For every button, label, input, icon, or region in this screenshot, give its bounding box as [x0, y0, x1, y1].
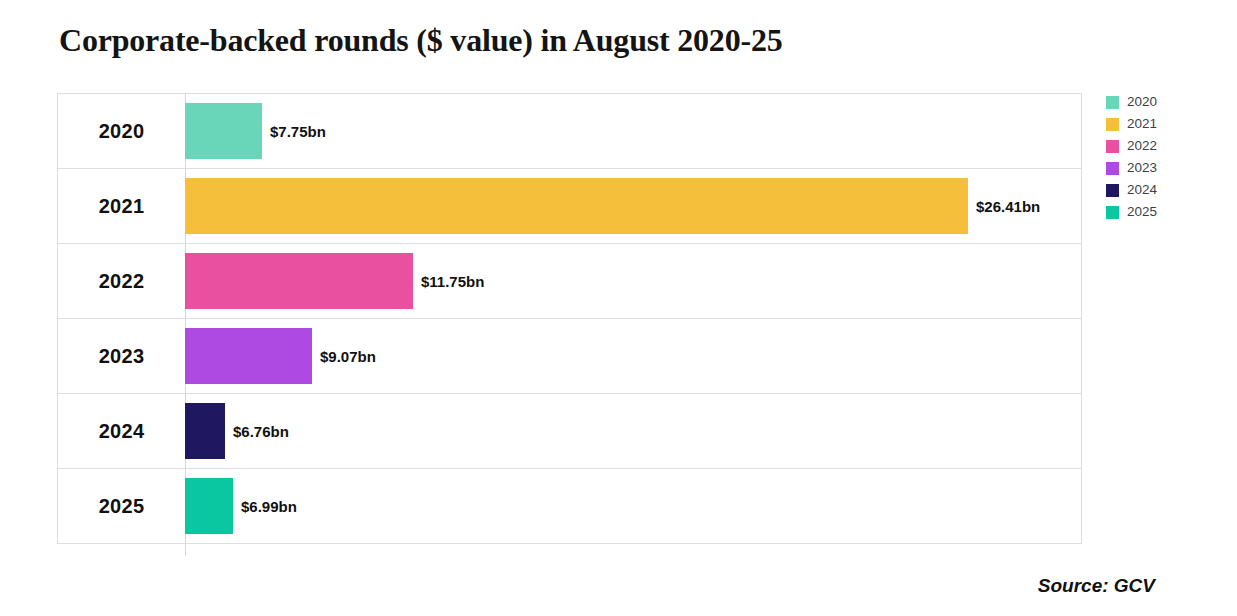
category-label: 2022: [58, 244, 185, 318]
bar-zone: $6.99bn: [185, 469, 1081, 543]
value-label: $6.99bn: [241, 498, 297, 515]
category-label: 2021: [58, 169, 185, 243]
legend-item-2021: 2021: [1106, 117, 1157, 131]
bar-zone: $9.07bn: [185, 319, 1081, 393]
plot-area: 2020 $7.75bn 2021 $26.41bn 2022 $11.75bn…: [57, 93, 1082, 544]
legend-swatch-icon: [1106, 140, 1119, 153]
legend-label: 2023: [1127, 161, 1157, 175]
legend-label: 2020: [1127, 95, 1157, 109]
bar-2025: [185, 478, 233, 534]
chart-canvas: Corporate-backed rounds ($ value) in Aug…: [0, 0, 1237, 616]
bar-2022: [185, 253, 413, 309]
chart-row-2021: 2021 $26.41bn: [58, 169, 1081, 244]
bar-zone: $6.76bn: [185, 394, 1081, 468]
legend-label: 2024: [1127, 183, 1157, 197]
category-label: 2020: [58, 94, 185, 168]
legend-item-2023: 2023: [1106, 161, 1157, 175]
bar-2023: [185, 328, 312, 384]
bar-2024: [185, 403, 225, 459]
chart-row-2025: 2025 $6.99bn: [58, 469, 1081, 544]
bar-zone: $26.41bn: [185, 169, 1081, 243]
value-label: $11.75bn: [421, 273, 484, 290]
bar-zone: $7.75bn: [185, 94, 1081, 168]
legend-swatch-icon: [1106, 96, 1119, 109]
value-label: $6.76bn: [233, 423, 289, 440]
category-label: 2023: [58, 319, 185, 393]
legend-swatch-icon: [1106, 206, 1119, 219]
legend-item-2022: 2022: [1106, 139, 1157, 153]
chart-title: Corporate-backed rounds ($ value) in Aug…: [59, 22, 783, 59]
chart-row-2024: 2024 $6.76bn: [58, 394, 1081, 469]
legend-label: 2025: [1127, 205, 1157, 219]
value-label: $7.75bn: [270, 123, 326, 140]
legend-swatch-icon: [1106, 184, 1119, 197]
bar-2020: [185, 103, 262, 159]
category-label: 2025: [58, 469, 185, 543]
legend-label: 2021: [1127, 117, 1157, 131]
chart-row-2020: 2020 $7.75bn: [58, 94, 1081, 169]
legend-swatch-icon: [1106, 162, 1119, 175]
legend-item-2024: 2024: [1106, 183, 1157, 197]
legend-item-2020: 2020: [1106, 95, 1157, 109]
legend: 2020 2021 2022 2023 2024 2025: [1106, 95, 1157, 219]
chart-row-2022: 2022 $11.75bn: [58, 244, 1081, 319]
legend-item-2025: 2025: [1106, 205, 1157, 219]
chart-row-2023: 2023 $9.07bn: [58, 319, 1081, 394]
legend-label: 2022: [1127, 139, 1157, 153]
category-label: 2024: [58, 394, 185, 468]
bar-zone: $11.75bn: [185, 244, 1081, 318]
value-label: $26.41bn: [976, 198, 1040, 215]
legend-swatch-icon: [1106, 118, 1119, 131]
source-credit: Source: GCV: [1038, 575, 1155, 597]
bar-2021: [185, 178, 968, 234]
value-label: $9.07bn: [320, 348, 376, 365]
